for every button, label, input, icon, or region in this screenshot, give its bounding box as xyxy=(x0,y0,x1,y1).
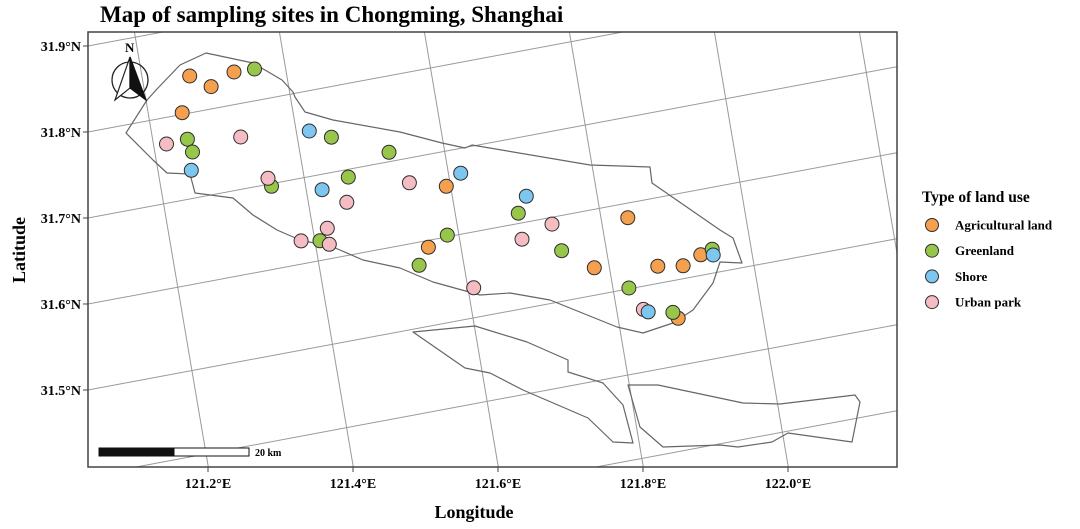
lon-tick-label: 122.0°E xyxy=(765,477,811,492)
changxing-island-outline xyxy=(412,325,634,444)
sampling-site-urban xyxy=(293,233,309,249)
sampling-site-agricultural xyxy=(182,68,198,84)
legend-title: Type of land use xyxy=(922,189,1030,206)
sampling-site-greenland xyxy=(323,129,339,145)
lat-tick-label: 31.6°N xyxy=(41,298,81,313)
sampling-site-urban xyxy=(401,175,417,191)
legend: Type of land use Agricultural land Greenl… xyxy=(922,189,1053,310)
sampling-site-urban xyxy=(319,220,335,236)
sampling-site-shore xyxy=(518,188,534,204)
legend-label-shore: Shore xyxy=(955,269,987,284)
latitude-gridline xyxy=(87,238,898,391)
latitude-gridline xyxy=(136,324,898,468)
sampling-site-agricultural xyxy=(675,258,691,274)
sampling-site-shore xyxy=(453,165,469,181)
lat-tick-label: 31.5°N xyxy=(41,384,81,399)
sampling-site-agricultural xyxy=(586,260,602,276)
longitude-gridline xyxy=(133,31,209,468)
sampling-site-agricultural xyxy=(420,239,436,255)
lon-tick-label: 121.6°E xyxy=(475,477,521,492)
north-arrow-icon: N xyxy=(111,40,149,102)
chongming-island-outline xyxy=(125,52,743,334)
sampling-site-urban xyxy=(321,236,337,252)
scale-bar-label: 20 km xyxy=(255,448,282,459)
sampling-site-urban xyxy=(233,129,249,145)
longitude-gridline xyxy=(858,31,898,254)
lon-tick-label: 121.8°E xyxy=(620,477,666,492)
sampling-site-shore xyxy=(183,162,199,178)
lat-tick-label: 31.7°N xyxy=(41,212,81,227)
sampling-site-agricultural xyxy=(174,105,190,121)
sampling-site-greenland xyxy=(439,227,455,243)
sampling-site-greenland xyxy=(411,257,427,273)
sampling-site-greenland xyxy=(247,61,262,77)
x-axis-label: Longitude xyxy=(434,502,513,522)
plot-frame xyxy=(87,31,898,468)
sampling-site-agricultural xyxy=(226,64,242,80)
sampling-site-greenland xyxy=(510,205,526,221)
sampling-site-urban xyxy=(544,216,560,232)
scale-bar: 20 km xyxy=(98,447,282,459)
legend-swatch-urban xyxy=(925,295,939,310)
latitude-gridline xyxy=(87,66,898,219)
y-axis-label: Latitude xyxy=(9,217,29,283)
latitude-gridline xyxy=(87,31,623,133)
legend-label-agricultural: Agricultural land xyxy=(955,218,1053,233)
sampling-site-agricultural xyxy=(438,178,454,194)
legend-swatch-agricultural xyxy=(925,218,939,232)
sampling-site-agricultural xyxy=(620,210,636,226)
coastline-layer xyxy=(125,52,861,448)
latitude-gridline xyxy=(87,152,898,305)
legend-label-greenland: Greenland xyxy=(955,243,1015,258)
latitude-gridline xyxy=(87,31,163,47)
sampling-site-shore xyxy=(314,182,330,198)
map-title: Map of sampling sites in Chongming, Shan… xyxy=(100,2,564,27)
graticule xyxy=(87,31,898,468)
sampling-site-urban xyxy=(159,136,174,152)
lon-tick-label: 121.2°E xyxy=(185,477,231,492)
legend-swatch-shore xyxy=(925,269,939,284)
sampling-points xyxy=(159,61,721,326)
axis-ticks: 31.9°N 31.8°N 31.7°N 31.6°N 31.5°N 121.2°E 121… xyxy=(41,40,811,492)
sampling-site-shore xyxy=(705,247,721,263)
sampling-site-greenland xyxy=(381,144,397,160)
sampling-site-greenland xyxy=(665,304,681,320)
legend-label-urban: Urban park xyxy=(955,295,1022,310)
longitude-gridline xyxy=(423,31,499,468)
legend-swatch-greenland xyxy=(925,243,939,258)
sampling-site-agricultural xyxy=(203,79,219,95)
sampling-site-urban xyxy=(466,280,482,296)
sampling-site-agricultural xyxy=(650,258,666,274)
sampling-site-urban xyxy=(514,231,530,247)
lat-tick-label: 31.9°N xyxy=(41,40,81,55)
latitude-gridline xyxy=(595,410,898,468)
sampling-site-urban xyxy=(260,170,276,186)
sampling-site-greenland xyxy=(340,169,356,185)
sampling-site-greenland xyxy=(621,280,637,296)
sampling-site-greenland xyxy=(179,131,195,147)
sampling-site-shore xyxy=(640,304,656,320)
sampling-site-greenland xyxy=(185,144,200,160)
sampling-site-shore xyxy=(301,123,317,139)
lon-tick-label: 121.4°E xyxy=(330,477,376,492)
hengsha-island-outline xyxy=(627,384,861,448)
north-label: N xyxy=(125,40,135,55)
lat-tick-label: 31.8°N xyxy=(41,126,81,141)
longitude-gridline xyxy=(278,31,354,468)
sampling-site-urban xyxy=(339,194,355,210)
longitude-gridline xyxy=(713,31,789,468)
sampling-site-greenland xyxy=(554,243,570,259)
